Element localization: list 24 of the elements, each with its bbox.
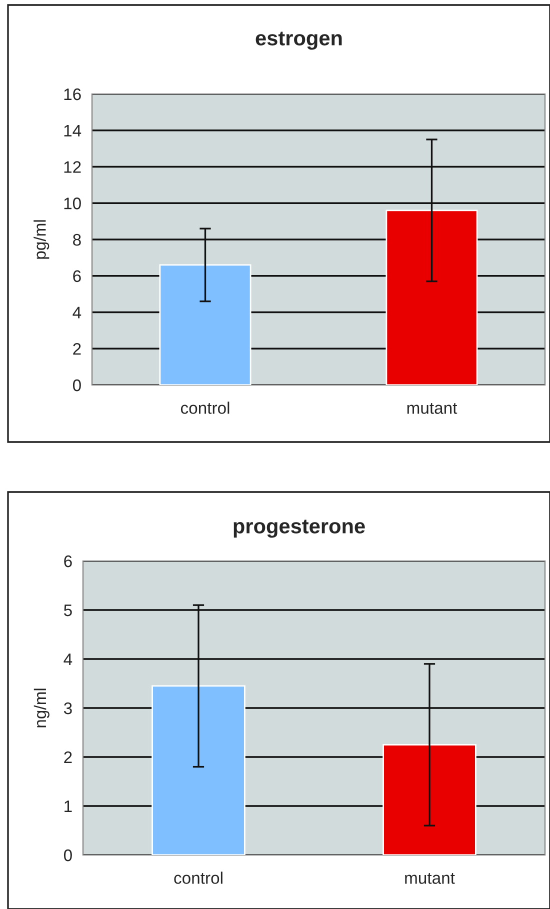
x-tick-label: mutant xyxy=(407,402,458,414)
x-tick-label: control xyxy=(174,872,222,884)
y-axis-title: ng/ml xyxy=(34,688,50,728)
y-tick-label: 3 xyxy=(64,702,72,714)
x-tick-label: control xyxy=(180,402,230,414)
y-tick-label: 1 xyxy=(64,800,72,812)
y-tick-label: 2 xyxy=(73,343,81,355)
chart-title: progesterone xyxy=(234,520,365,538)
y-tick-label: 0 xyxy=(72,379,81,392)
y-tick-label: 6 xyxy=(64,555,72,568)
y-tick-label: 8 xyxy=(73,234,81,246)
y-tick-label: 12 xyxy=(64,161,81,173)
y-tick-label: 5 xyxy=(64,604,72,616)
y-tick-label: 0 xyxy=(64,849,72,862)
y-tick-label: 4 xyxy=(72,306,82,318)
y-tick-label: 4 xyxy=(64,654,72,666)
chart-title: estrogen xyxy=(256,32,342,50)
y-tick-label: 6 xyxy=(73,270,81,282)
y-tick-label: 16 xyxy=(64,88,81,100)
y-axis-title: pg/ml xyxy=(34,220,50,259)
y-tick-label: 10 xyxy=(64,198,81,210)
x-tick-label: mutant xyxy=(405,872,455,884)
y-tick-label: 2 xyxy=(64,751,72,764)
y-tick-label: 14 xyxy=(64,124,82,136)
